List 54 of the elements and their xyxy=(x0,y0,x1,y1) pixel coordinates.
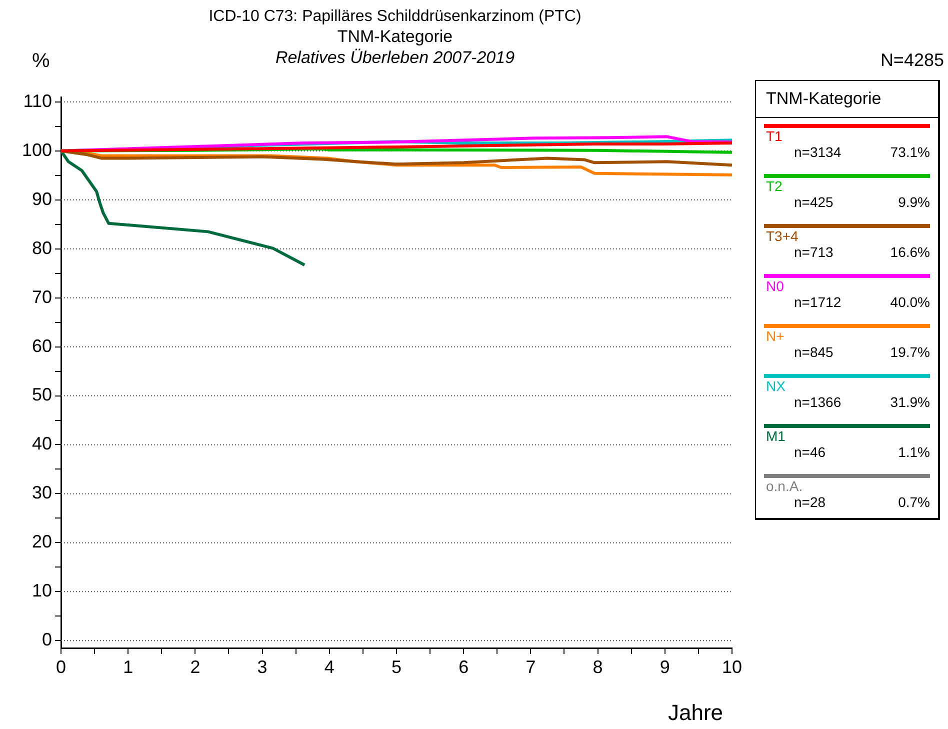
text: T1 xyxy=(764,124,930,144)
chart-subtitle: TNM-Kategorie xyxy=(336,27,454,47)
text: T2 xyxy=(764,174,930,194)
x-tick-label: 3 xyxy=(257,656,268,677)
text: M1 xyxy=(764,424,930,444)
text: n=1366 xyxy=(794,394,842,410)
text: NX xyxy=(764,374,930,394)
text: N=4285 xyxy=(880,50,944,71)
text: 9.9% xyxy=(898,194,930,210)
text: N+ xyxy=(764,324,930,344)
y-tick-label: 30 xyxy=(32,482,52,503)
x-tick-label: 9 xyxy=(660,656,670,677)
y-tick-label: 50 xyxy=(32,384,52,405)
x-axis-title: Jahre xyxy=(668,700,724,726)
x-tick-label: 2 xyxy=(190,656,200,677)
x-tick-label: 10 xyxy=(722,656,742,677)
text: 0.7% xyxy=(898,494,930,510)
text: 19.7% xyxy=(890,344,930,360)
chart-title: ICD-10 C73: Papilläres Schilddrüsenkarzinom (PTC) xyxy=(208,8,582,26)
legend-label: o.n.A. xyxy=(764,474,930,494)
x-tick-label: 7 xyxy=(526,656,536,677)
text: n=713 xyxy=(794,244,834,260)
text: 31.9% xyxy=(890,394,930,410)
y-axis-title: % xyxy=(32,50,50,73)
text: 16.6% xyxy=(890,244,930,260)
x-tick-label: 4 xyxy=(324,656,334,677)
text: 73.1% xyxy=(890,144,930,160)
x-tick-label: 6 xyxy=(458,656,469,677)
x-tick-label: 8 xyxy=(592,656,603,677)
text: N0 xyxy=(764,274,930,294)
text: n=46 xyxy=(794,444,826,460)
y-tick-label: 70 xyxy=(32,286,52,307)
text: n=845 xyxy=(794,344,834,360)
text: Relatives Überleben 2007-2019 xyxy=(275,48,515,67)
y-tick-label: 60 xyxy=(32,336,52,356)
y-tick-label: 10 xyxy=(32,580,52,601)
text: n=3134 xyxy=(794,144,842,160)
y-tick-label: 0 xyxy=(42,630,52,650)
y-tick-label: 100 xyxy=(22,140,52,160)
y-tick-label: 20 xyxy=(32,532,52,552)
text: 1.1% xyxy=(898,444,930,460)
y-tick-label: 80 xyxy=(32,238,52,258)
text: 40.0% xyxy=(890,294,930,310)
text: n=1712 xyxy=(794,294,842,310)
y-tick-label: 40 xyxy=(32,434,52,454)
x-tick-label: 1 xyxy=(123,656,134,677)
x-tick-label: 0 xyxy=(56,656,66,677)
legend-title: TNM-Kategorie xyxy=(756,81,938,118)
text: n=425 xyxy=(794,194,834,210)
y-tick-label: 110 xyxy=(23,90,52,111)
y-tick-label: 90 xyxy=(32,188,52,209)
x-tick-label: 5 xyxy=(391,656,402,677)
text: n=28 xyxy=(794,494,826,510)
text: T3+4 xyxy=(764,224,930,244)
